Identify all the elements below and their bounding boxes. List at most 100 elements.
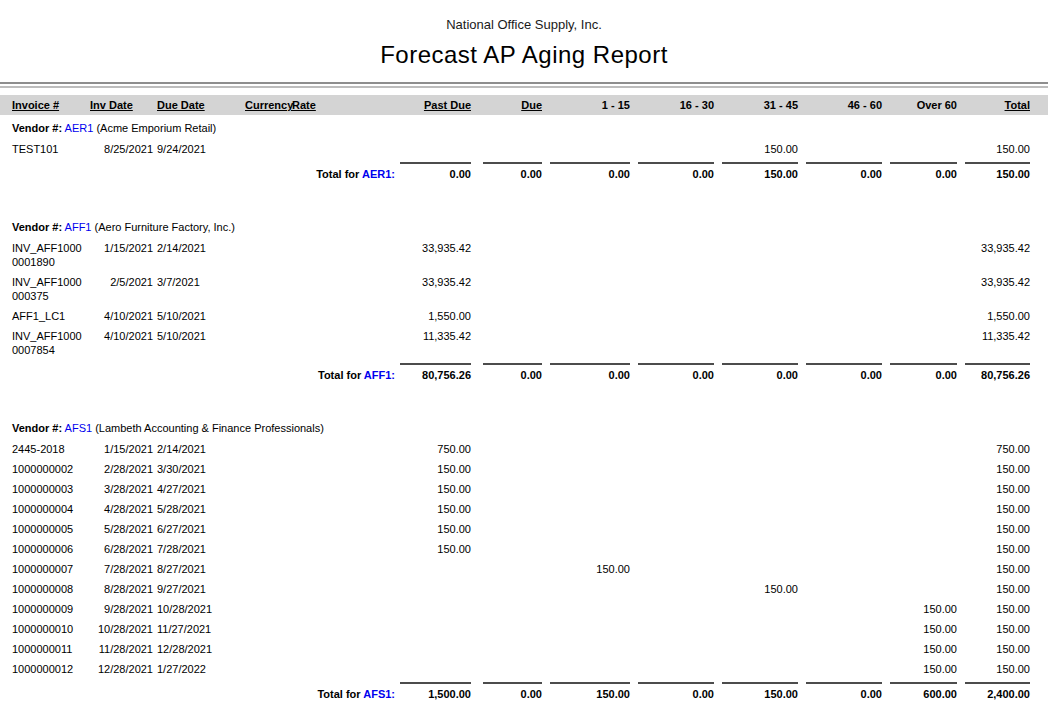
col-header-total: Total bbox=[957, 95, 1048, 115]
invoice-row: 1000000012 12/28/2021 1/27/2022 150.00 1… bbox=[0, 659, 1048, 679]
bucket-16-30-cell bbox=[630, 479, 714, 499]
invoice-number-cell: TEST101 bbox=[0, 139, 90, 159]
due-cell bbox=[471, 479, 542, 499]
col-header-1-15: 1 - 15 bbox=[542, 95, 630, 115]
row-total-cell: 150.00 bbox=[957, 579, 1048, 599]
due-date-cell: 7/28/2021 bbox=[153, 539, 245, 559]
bucket-46-60-cell bbox=[798, 479, 882, 499]
due-date-cell: 3/30/2021 bbox=[153, 459, 245, 479]
rate-cell bbox=[292, 579, 340, 599]
total-over-60-cell: 0.00 bbox=[882, 360, 957, 385]
invoice-row: INV_AFF1000 000375 2/5/2021 3/7/2021 33,… bbox=[0, 272, 1048, 306]
total-overline: 0.00 bbox=[638, 363, 714, 382]
total-amount: 2,400.00 bbox=[987, 688, 1030, 700]
over-60-cell bbox=[882, 579, 957, 599]
bucket-1-15-cell bbox=[542, 272, 630, 306]
total-overline: 150.00 bbox=[722, 162, 798, 181]
inv-date-cell: 3/28/2021 bbox=[90, 479, 153, 499]
section-spacer bbox=[0, 704, 1048, 708]
vendor-code-link[interactable]: AER1 bbox=[65, 122, 94, 134]
over-60-cell bbox=[882, 479, 957, 499]
due-date-cell: 5/28/2021 bbox=[153, 499, 245, 519]
total-overline: 0.00 bbox=[638, 682, 714, 701]
bucket-1-15-cell bbox=[542, 499, 630, 519]
inv-date-cell: 2/28/2021 bbox=[90, 459, 153, 479]
currency-cell bbox=[245, 272, 292, 306]
over-60-cell bbox=[882, 139, 957, 159]
total-vendor-code-link[interactable]: AER1: bbox=[362, 168, 395, 180]
bucket-31-45-cell bbox=[714, 539, 798, 559]
bucket-16-30-cell bbox=[630, 519, 714, 539]
section-spacer bbox=[0, 184, 1048, 214]
currency-cell bbox=[245, 639, 292, 659]
row-total-cell: 11,335.42 bbox=[957, 326, 1048, 360]
bucket-31-45-cell bbox=[714, 519, 798, 539]
total-31-45: 0.00 bbox=[777, 369, 798, 381]
past-due-cell: 33,935.42 bbox=[340, 238, 471, 272]
total-31-45: 150.00 bbox=[764, 168, 798, 180]
bucket-31-45-cell bbox=[714, 439, 798, 459]
col-header-46-60: 46 - 60 bbox=[798, 95, 882, 115]
invoice-number-cell: 1000000002 bbox=[0, 459, 90, 479]
over-60-cell bbox=[882, 459, 957, 479]
inv-date-cell: 2/5/2021 bbox=[90, 272, 153, 306]
total-row-spacer bbox=[0, 159, 340, 184]
col-header-invoice-number: Invoice # bbox=[0, 95, 90, 115]
bucket-16-30-cell bbox=[630, 306, 714, 326]
bucket-16-30-cell bbox=[630, 559, 714, 579]
due-date-cell: 4/27/2021 bbox=[153, 479, 245, 499]
total-vendor-code-link[interactable]: AFS1: bbox=[363, 688, 395, 700]
bucket-46-60-cell bbox=[798, 139, 882, 159]
vendor-code-link[interactable]: AFS1 bbox=[65, 422, 93, 434]
row-total-cell: 150.00 bbox=[957, 599, 1048, 619]
due-date-cell: 11/27/2021 bbox=[153, 619, 245, 639]
vendor-name: (Aero Furniture Factory, Inc.) bbox=[95, 221, 235, 233]
invoice-row: 1000000007 7/28/2021 8/27/2021 150.00 15… bbox=[0, 559, 1048, 579]
total-over-60: 0.00 bbox=[936, 168, 957, 180]
total-overline: 150.00 bbox=[550, 682, 630, 701]
bucket-16-30-cell bbox=[630, 139, 714, 159]
total-past-due: 80,756.26 bbox=[422, 369, 471, 381]
bucket-46-60-cell bbox=[798, 579, 882, 599]
bucket-1-15-cell bbox=[542, 306, 630, 326]
invoice-number-cell: 1000000012 bbox=[0, 659, 90, 679]
column-header-row: Invoice # Inv Date Due Date Currency Rat… bbox=[0, 95, 1048, 115]
total-overline: 0.00 bbox=[638, 162, 714, 181]
due-cell bbox=[471, 539, 542, 559]
rate-cell bbox=[292, 326, 340, 360]
invoice-number-cell: 1000000004 bbox=[0, 499, 90, 519]
row-total-cell: 150.00 bbox=[957, 499, 1048, 519]
total-overline: 0.00 bbox=[890, 363, 957, 382]
bucket-31-45-cell bbox=[714, 599, 798, 619]
past-due-cell bbox=[340, 659, 471, 679]
row-total-cell: 150.00 bbox=[957, 539, 1048, 559]
bucket-16-30-cell bbox=[630, 238, 714, 272]
over-60-cell bbox=[882, 272, 957, 306]
total-46-60-cell: 0.00 bbox=[798, 159, 882, 184]
invoice-row: 1000000004 4/28/2021 5/28/2021 150.00 15… bbox=[0, 499, 1048, 519]
company-name: National Office Supply, Inc. bbox=[0, 0, 1048, 32]
total-16-30-cell: 0.00 bbox=[630, 679, 714, 704]
rate-cell bbox=[292, 539, 340, 559]
invoice-row: AFF1_LC1 4/10/2021 5/10/2021 1,550.00 1,… bbox=[0, 306, 1048, 326]
total-vendor-code-link[interactable]: AFF1: bbox=[364, 369, 395, 381]
bucket-16-30-cell bbox=[630, 499, 714, 519]
due-cell bbox=[471, 579, 542, 599]
due-date-cell: 9/24/2021 bbox=[153, 139, 245, 159]
total-1-15: 0.00 bbox=[609, 168, 630, 180]
due-date-cell: 1/27/2022 bbox=[153, 659, 245, 679]
total-overline: 0.00 bbox=[722, 363, 798, 382]
bucket-31-45-cell bbox=[714, 459, 798, 479]
bucket-16-30-cell bbox=[630, 459, 714, 479]
total-16-30-cell: 0.00 bbox=[630, 159, 714, 184]
currency-cell bbox=[245, 579, 292, 599]
past-due-cell: 11,335.42 bbox=[340, 326, 471, 360]
inv-date-cell: 5/28/2021 bbox=[90, 519, 153, 539]
vendor-code-link[interactable]: AFF1 bbox=[65, 221, 92, 233]
total-overline: 2,400.00 bbox=[965, 682, 1030, 701]
total-overline: 0.00 bbox=[483, 162, 542, 181]
due-date-cell: 10/28/2021 bbox=[153, 599, 245, 619]
inv-date-cell: 4/10/2021 bbox=[90, 306, 153, 326]
total-amount: 80,756.26 bbox=[981, 369, 1030, 381]
over-60-cell bbox=[882, 519, 957, 539]
